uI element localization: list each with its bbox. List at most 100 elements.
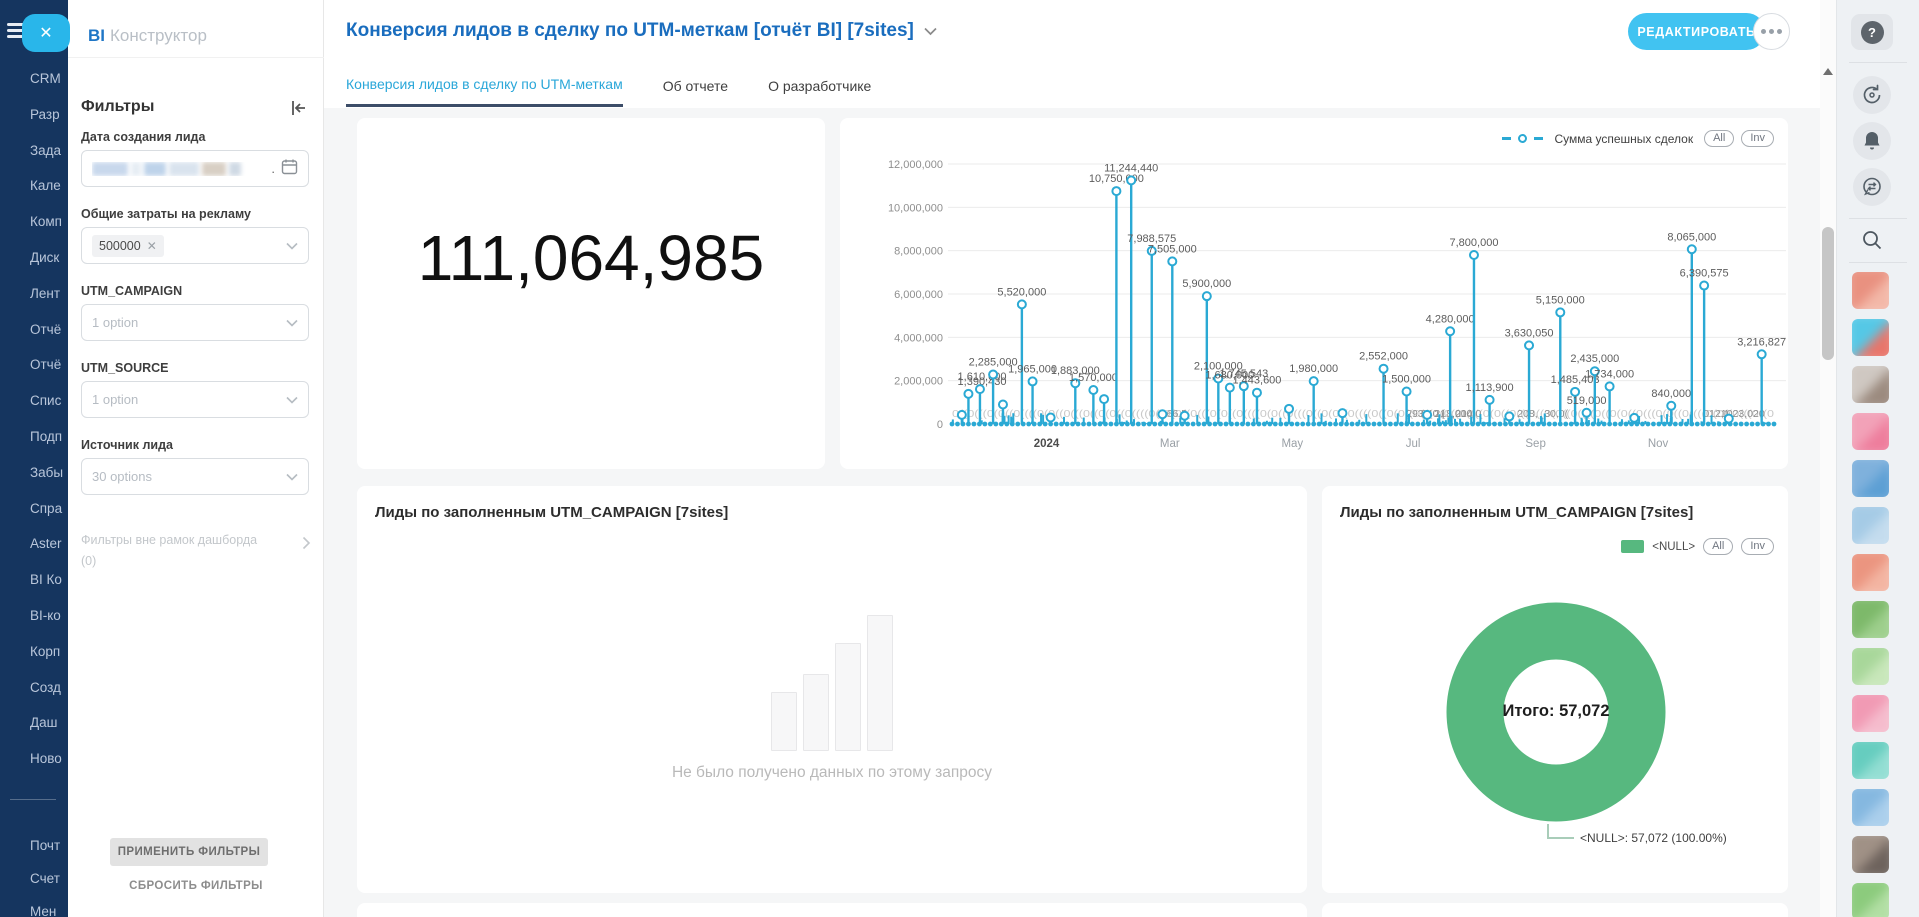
legend-all-button[interactable]: All xyxy=(1703,538,1734,555)
sidebar-item[interactable]: Мен xyxy=(30,904,57,917)
help-button[interactable]: ? xyxy=(1851,14,1893,50)
tab-about-report[interactable]: Об отчете xyxy=(662,77,729,94)
edit-button[interactable]: РЕДАКТИРОВАТЬ xyxy=(1628,13,1765,50)
chat-exchange-button[interactable] xyxy=(1853,168,1891,206)
calendar-icon[interactable] xyxy=(281,158,298,180)
ellipsis-icon xyxy=(1761,29,1766,34)
divider xyxy=(68,57,324,58)
chevron-down-icon xyxy=(286,391,298,409)
sidebar-item[interactable]: Почт xyxy=(30,838,61,853)
app-tile[interactable] xyxy=(1852,366,1889,403)
sidebar-item[interactable]: Зада xyxy=(30,143,62,158)
svg-text:1,965,000: 1,965,000 xyxy=(1008,363,1057,375)
legend-slice-label[interactable]: <NULL> xyxy=(1652,540,1696,553)
svg-text:2,000,000: 2,000,000 xyxy=(894,376,943,388)
sidebar-item[interactable]: Счет xyxy=(30,871,60,886)
sidebar-item[interactable]: Даш xyxy=(30,715,58,730)
notifications-button[interactable] xyxy=(1853,122,1891,160)
filter-chip[interactable]: 500000 ✕ xyxy=(92,234,164,257)
sidebar-item[interactable]: Созд xyxy=(30,680,61,695)
legend-all-button[interactable]: All xyxy=(1704,130,1735,147)
sidebar-item[interactable]: Спра xyxy=(30,501,63,516)
app-tile[interactable] xyxy=(1852,883,1889,917)
dashboard-title[interactable]: Конверсия лидов в сделку по UTM-меткам [… xyxy=(346,20,937,42)
ad-costs-input[interactable]: 500000 ✕ xyxy=(81,227,309,264)
donut-callout-label: <NULL>: 57,072 (100.00%) xyxy=(1580,831,1727,845)
tab-conversion-report[interactable]: Конверсия лидов в сделку по UTM-меткам xyxy=(346,63,623,107)
app-tile[interactable] xyxy=(1852,460,1889,497)
sidebar-item[interactable]: BI Ко xyxy=(30,572,62,587)
app-tile[interactable] xyxy=(1852,742,1889,779)
sidebar-item[interactable]: Корп xyxy=(30,644,61,659)
app-tile[interactable] xyxy=(1852,601,1889,638)
scrollbar-thumb[interactable] xyxy=(1822,227,1834,360)
legend-series-label[interactable]: Сумма успешных сделок xyxy=(1554,131,1694,146)
filter-label-lead-source: Источник лида xyxy=(81,438,173,452)
app-tile[interactable] xyxy=(1852,272,1889,309)
lead-date-input[interactable]: . xyxy=(81,150,309,187)
app-tile[interactable] xyxy=(1852,695,1889,732)
app-tile[interactable] xyxy=(1852,413,1889,450)
svg-text:8,000,000: 8,000,000 xyxy=(894,246,943,258)
timeseries-chart[interactable]: 0 2,000,000 4,000,000 6,000,000 8,000,000 10,… xyxy=(840,118,1788,469)
chevron-down-icon xyxy=(286,314,298,332)
sidebar-item[interactable]: Подп xyxy=(30,429,63,444)
svg-text:7,505,000: 7,505,000 xyxy=(1148,243,1197,255)
collapse-panel-icon[interactable] xyxy=(289,98,309,118)
app-tile[interactable] xyxy=(1852,319,1889,356)
sidebar-item[interactable]: Спис xyxy=(30,393,62,408)
history-refresh-button[interactable] xyxy=(1853,76,1891,114)
report-tabs: Конверсия лидов в сделку по UTM-меткам О… xyxy=(346,62,871,108)
svg-text:1,680,000: 1,680,000 xyxy=(1205,370,1254,382)
legend-inv-button[interactable]: Inv xyxy=(1741,538,1774,555)
sidebar-item[interactable]: Комп xyxy=(30,214,62,229)
right-icon-rail: ? xyxy=(1836,0,1919,917)
scrollbar-track[interactable] xyxy=(1820,0,1836,917)
app-logo[interactable]: BI Конструктор xyxy=(88,26,207,46)
svg-text:5,150,000: 5,150,000 xyxy=(1536,294,1585,306)
sidebar-item[interactable]: BI-ко xyxy=(30,608,61,623)
sidebar-item[interactable]: Ново xyxy=(30,751,62,766)
sidebar-item[interactable]: Отчё xyxy=(30,322,62,337)
app-tile[interactable] xyxy=(1852,507,1889,544)
sidebar-item[interactable]: Кале xyxy=(30,178,61,193)
sidebar-item[interactable]: CRM xyxy=(30,71,61,86)
app-tile[interactable] xyxy=(1852,554,1889,591)
sidebar-item[interactable]: Забы xyxy=(30,465,64,480)
close-panel-button[interactable]: ✕ xyxy=(22,14,70,52)
app-tile[interactable] xyxy=(1852,648,1889,685)
legend-marker-dot xyxy=(1518,134,1528,143)
scroll-up-arrow[interactable] xyxy=(1823,68,1833,75)
more-options-button[interactable] xyxy=(1753,13,1790,50)
svg-text:2,435,000: 2,435,000 xyxy=(1570,353,1619,365)
legend-marker xyxy=(1502,137,1512,140)
sidebar-item[interactable]: Разр xyxy=(30,107,60,122)
sidebar-item[interactable]: Диск xyxy=(30,250,60,265)
app-tile[interactable] xyxy=(1852,836,1889,873)
svg-text:2,285,000: 2,285,000 xyxy=(969,356,1018,368)
outer-filters-link[interactable]: Фильтры вне рамок дашборда (0) xyxy=(81,530,296,572)
svg-text:Sep: Sep xyxy=(1525,438,1545,450)
svg-text:1,500,000: 1,500,000 xyxy=(1382,374,1431,386)
search-button[interactable] xyxy=(1853,221,1891,259)
sidebar-item[interactable]: Лент xyxy=(30,286,61,301)
svg-text:1,443,600: 1,443,600 xyxy=(1232,375,1281,387)
sidebar-item[interactable]: Отчё xyxy=(30,357,62,372)
reset-filters-button[interactable]: СБРОСИТЬ ФИЛЬТРЫ xyxy=(129,880,263,892)
donut-chart[interactable] xyxy=(1322,486,1788,893)
svg-text:2024: 2024 xyxy=(1034,438,1060,450)
select-value: 1 option xyxy=(92,392,139,407)
hamburger-menu-icon[interactable] xyxy=(7,23,29,38)
apply-filters-button[interactable]: ПРИМЕНИТЬ ФИЛЬТРЫ xyxy=(110,838,268,866)
dashboard-title-text: Конверсия лидов в сделку по UTM-меткам [… xyxy=(346,20,914,41)
sidebar-item[interactable]: Aster xyxy=(30,536,62,551)
utm-campaign-select[interactable]: 1 option xyxy=(81,304,309,341)
legend-inv-button[interactable]: Inv xyxy=(1741,130,1774,147)
lead-source-select[interactable]: 30 options xyxy=(81,458,309,495)
chip-remove-icon[interactable]: ✕ xyxy=(146,238,157,253)
app-tile[interactable] xyxy=(1852,789,1889,826)
tab-about-developer[interactable]: О разработчике xyxy=(768,77,872,94)
utm-source-select[interactable]: 1 option xyxy=(81,381,309,418)
svg-text:012,1: 012,1 xyxy=(1703,408,1729,420)
